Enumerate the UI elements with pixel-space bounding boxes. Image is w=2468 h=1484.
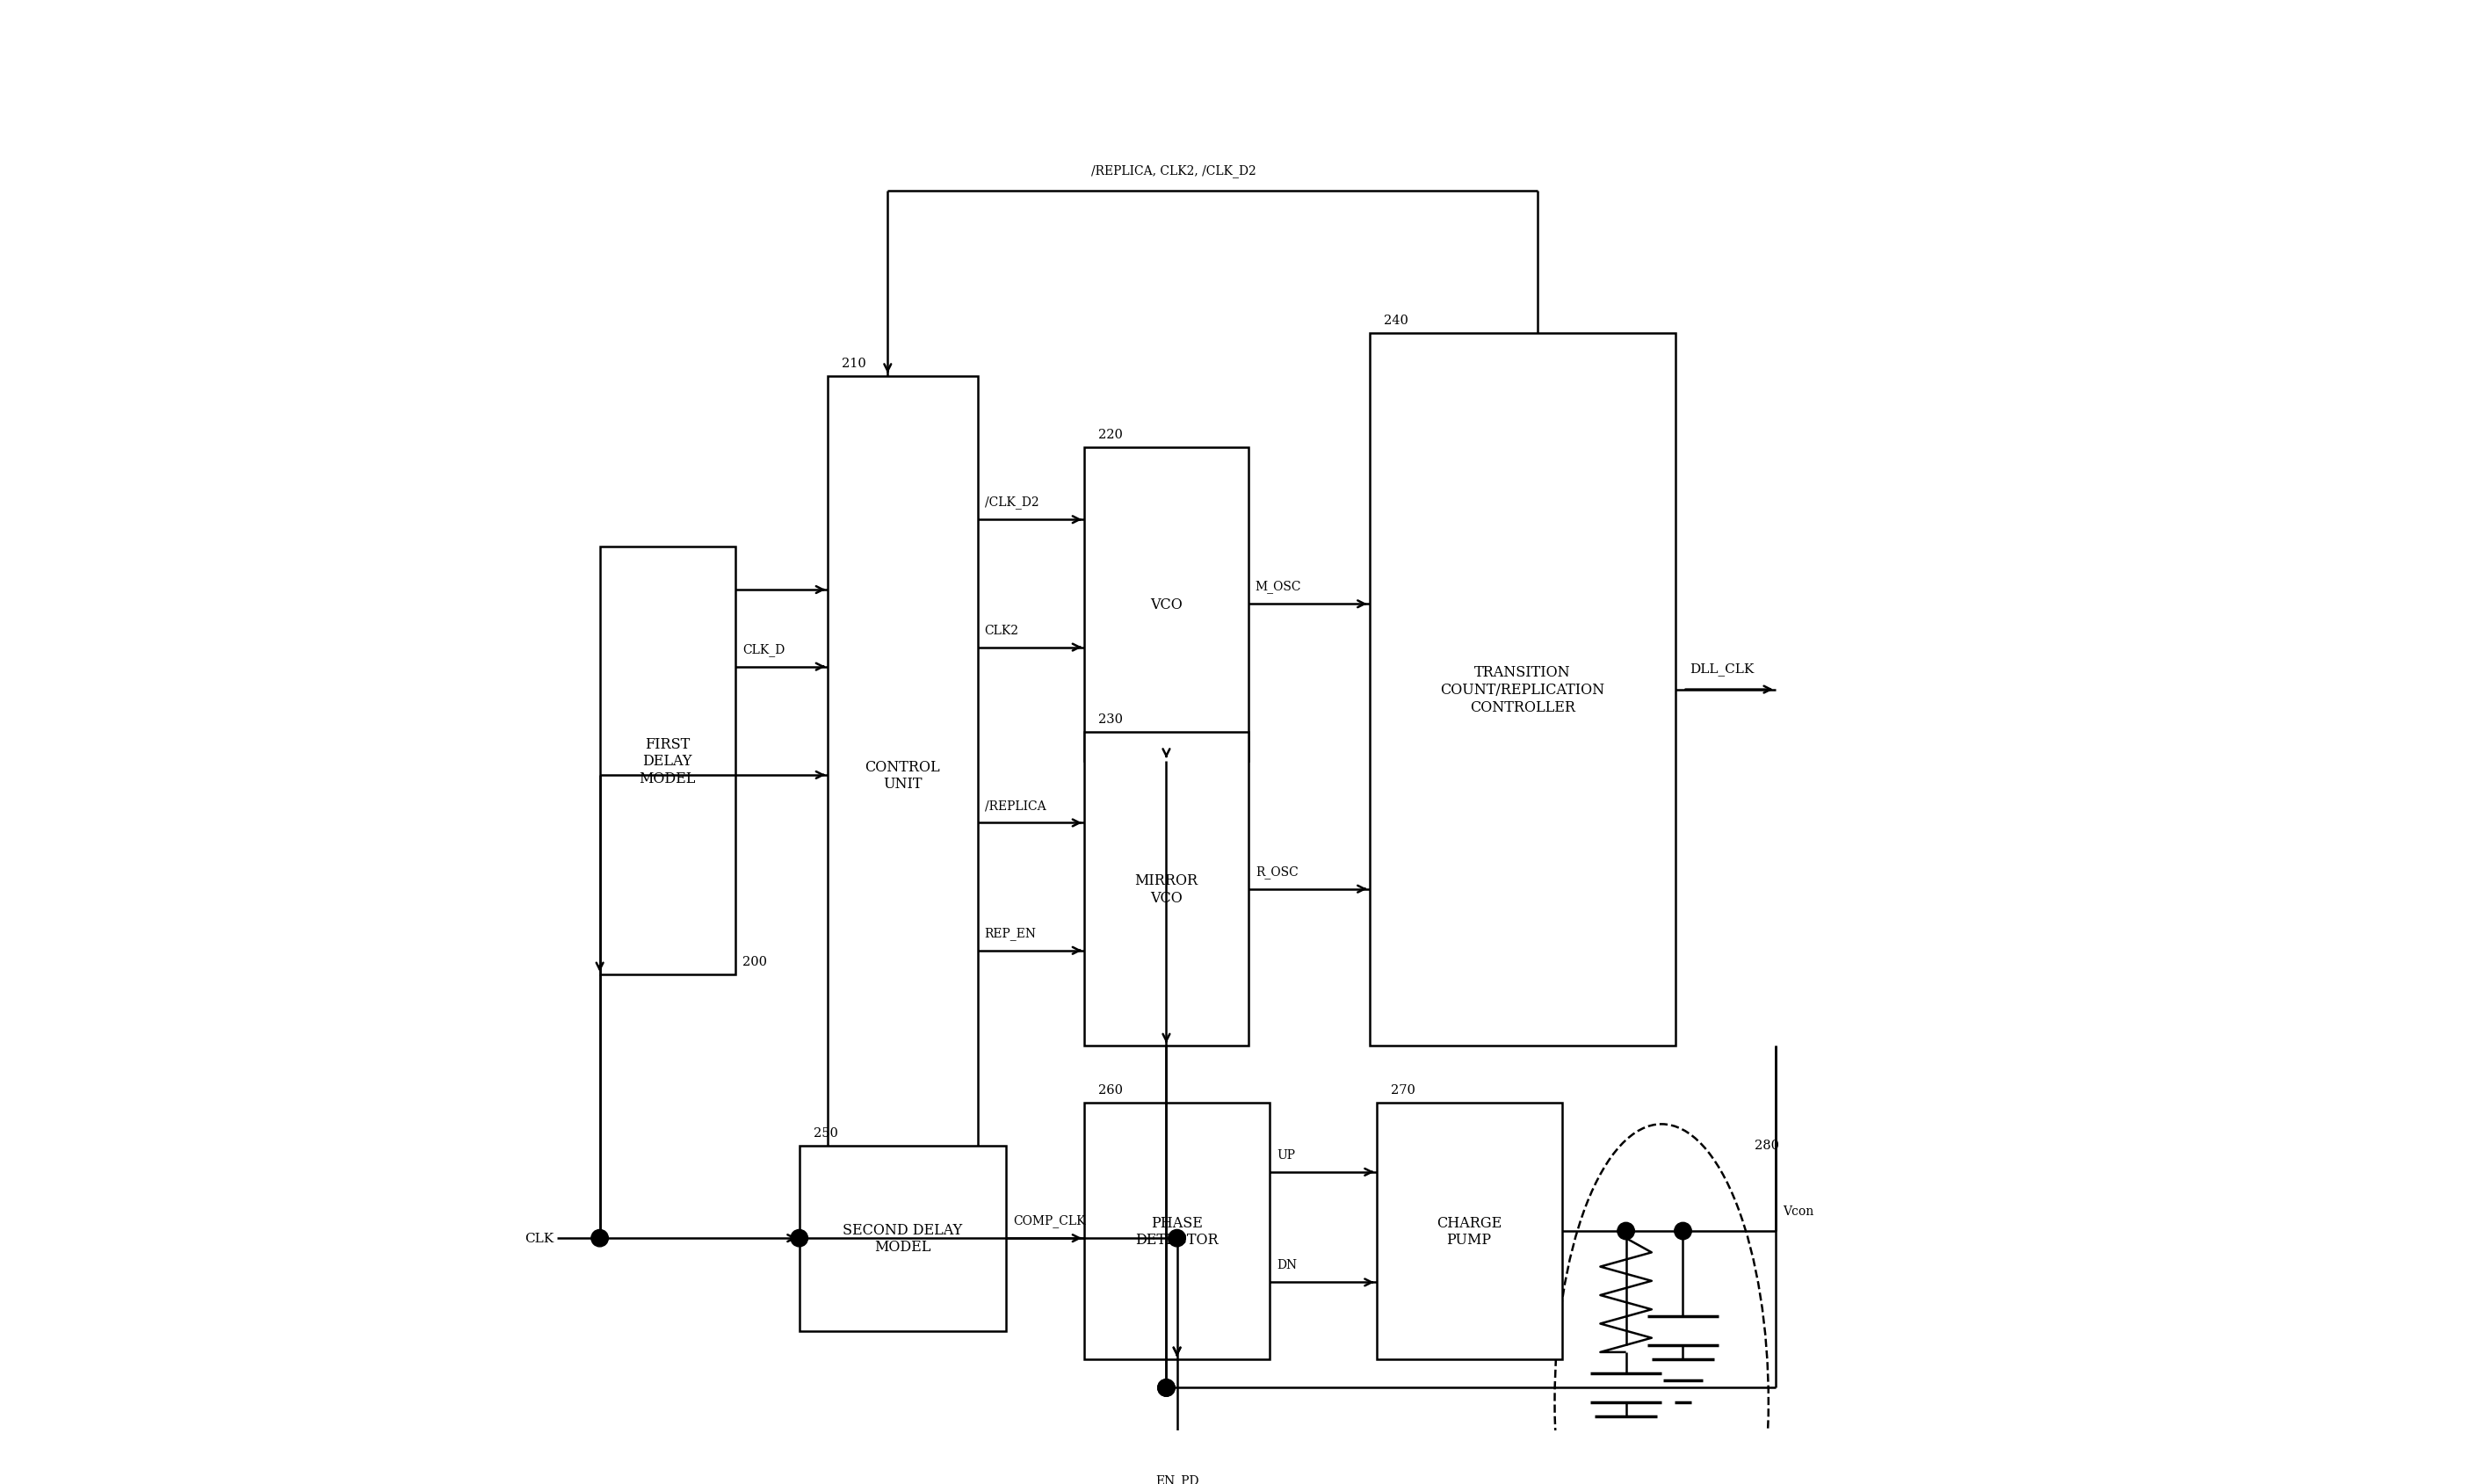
Circle shape	[1157, 1379, 1175, 1396]
Text: Vcon: Vcon	[1782, 1205, 1814, 1217]
Text: M_OSC: M_OSC	[1256, 580, 1301, 594]
Text: CLK: CLK	[526, 1232, 555, 1245]
Text: /REPLICA, CLK2, /CLK_D2: /REPLICA, CLK2, /CLK_D2	[1091, 163, 1256, 177]
Text: 220: 220	[1098, 429, 1123, 441]
Text: VCO: VCO	[1150, 597, 1182, 611]
Text: /REPLICA: /REPLICA	[985, 800, 1046, 812]
Text: CLK_D: CLK_D	[743, 643, 785, 656]
Circle shape	[1157, 1379, 1175, 1396]
FancyBboxPatch shape	[1370, 334, 1676, 1046]
Text: PHASE
DETECTOR: PHASE DETECTOR	[1135, 1215, 1219, 1247]
Text: SECOND DELAY
MODEL: SECOND DELAY MODEL	[842, 1223, 963, 1254]
FancyBboxPatch shape	[1083, 1103, 1269, 1359]
Text: CONTROL
UNIT: CONTROL UNIT	[864, 760, 940, 791]
Text: CHARGE
PUMP: CHARGE PUMP	[1436, 1215, 1503, 1247]
Text: 200: 200	[743, 956, 768, 968]
Text: DN: DN	[1276, 1258, 1298, 1270]
FancyBboxPatch shape	[827, 377, 977, 1174]
FancyBboxPatch shape	[1083, 733, 1249, 1046]
Text: DLL_CLK: DLL_CLK	[1691, 662, 1755, 675]
Text: EN_PD: EN_PD	[1155, 1474, 1199, 1484]
FancyBboxPatch shape	[800, 1146, 1007, 1331]
Text: R_OSC: R_OSC	[1256, 865, 1298, 879]
Text: 260: 260	[1098, 1083, 1123, 1095]
Text: 280: 280	[1755, 1138, 1779, 1150]
Text: /CLK_D2: /CLK_D2	[985, 496, 1039, 509]
Text: 250: 250	[814, 1126, 839, 1138]
Text: CLK2: CLK2	[985, 623, 1019, 637]
Circle shape	[1617, 1223, 1634, 1239]
FancyBboxPatch shape	[1377, 1103, 1562, 1359]
Text: FIRST
DELAY
MODEL: FIRST DELAY MODEL	[639, 736, 696, 785]
Text: COMP_CLK: COMP_CLK	[1012, 1214, 1086, 1227]
Ellipse shape	[1555, 1125, 1770, 1484]
Text: REP_EN: REP_EN	[985, 926, 1037, 939]
FancyBboxPatch shape	[600, 548, 735, 975]
Circle shape	[1673, 1223, 1691, 1239]
Text: 270: 270	[1392, 1083, 1414, 1095]
Circle shape	[592, 1230, 607, 1247]
Text: 210: 210	[842, 358, 866, 370]
Circle shape	[790, 1230, 807, 1247]
Text: MIRROR
VCO: MIRROR VCO	[1135, 873, 1197, 905]
Text: 240: 240	[1385, 315, 1409, 326]
Text: 230: 230	[1098, 714, 1123, 726]
Text: UP: UP	[1276, 1149, 1296, 1160]
FancyBboxPatch shape	[1083, 448, 1249, 761]
Text: TRANSITION
COUNT/REPLICATION
CONTROLLER: TRANSITION COUNT/REPLICATION CONTROLLER	[1441, 665, 1604, 714]
Circle shape	[1167, 1230, 1185, 1247]
